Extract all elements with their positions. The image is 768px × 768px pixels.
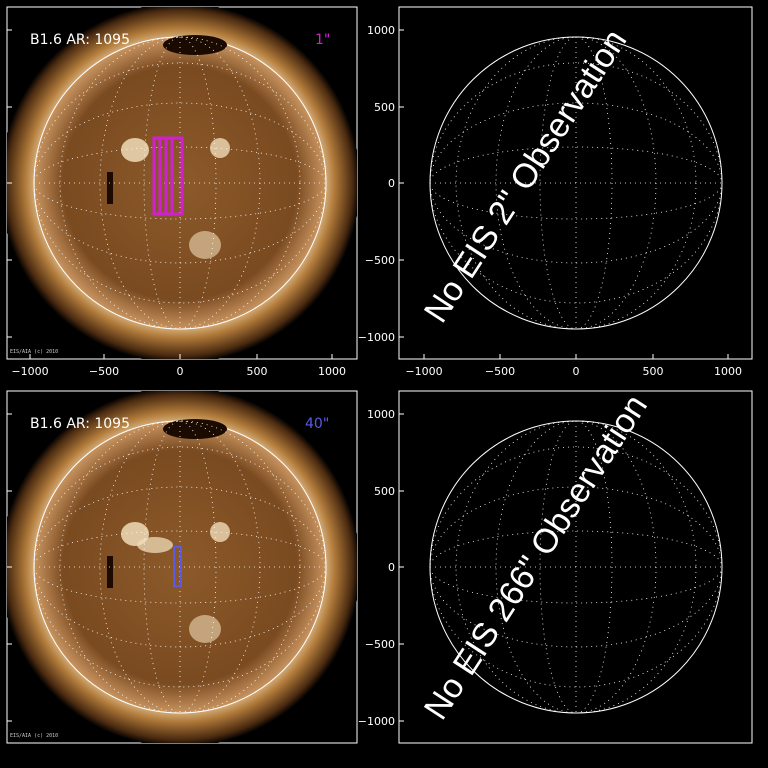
bright-region [137,537,173,553]
y-tick-label: 1000 [367,24,395,37]
x-axis-top-left: −1000 −500 0 500 1000 [11,365,346,378]
bright-region [121,138,149,162]
y-tick-label: 500 [374,485,395,498]
x-tick-label: 1000 [714,365,742,378]
slit-label: 1" [315,32,330,48]
y-tick-label: 500 [374,101,395,114]
y-tick-label: 1000 [367,408,395,421]
x-tick-label: 0 [573,365,580,378]
x-tick-label: −500 [485,365,515,378]
y-axis-bottom-right: 1000 500 0 −500 −1000 [358,408,395,728]
filament [107,172,113,204]
y-tick-label: −1000 [358,715,395,728]
bright-region [210,138,230,158]
lat-lon-grid [33,36,327,330]
panel-top-left: B1.6 AR: 1095 1" EIS/AIA (c) 2010 [6,6,358,360]
y-axis-top-right: 1000 500 0 −500 −1000 [358,24,395,344]
active-region-label: B1.6 AR: 1095 [30,32,130,48]
panel-bottom-right: No EIS 266" Observation [398,388,753,744]
coronal-hole [163,35,227,55]
panel-bottom-left: B1.6 AR: 1095 40" EIS/AIA (c) 2010 [6,390,358,744]
x-tick-label: 0 [177,365,184,378]
bright-region [210,522,230,542]
coronal-hole [163,419,227,439]
active-region-label: B1.6 AR: 1095 [30,416,130,432]
bright-region [189,231,221,259]
slit-raster [173,546,182,587]
y-tick-label: −500 [365,254,395,267]
x-tick-label: 1000 [318,365,346,378]
x-tick-label: −1000 [405,365,442,378]
y-tick-label: 0 [388,561,395,574]
credit-text: EIS/AIA (c) 2010 [10,349,58,355]
x-tick-label: −1000 [11,365,48,378]
panel-top-right: No EIS 2" Observation [398,6,753,360]
tick-marks [7,29,729,722]
x-axis-top-right: −1000 −500 0 500 1000 [405,365,742,378]
slit-label: 40" [305,416,329,432]
x-tick-label: 500 [643,365,664,378]
y-tick-label: −500 [365,638,395,651]
lat-lon-grid [429,420,723,714]
y-tick-label: −1000 [358,331,395,344]
x-tick-label: −500 [89,365,119,378]
slit-rasters [152,136,184,216]
x-tick-label: 500 [247,365,268,378]
y-tick-label: 0 [388,177,395,190]
credit-text: EIS/AIA (c) 2010 [10,733,58,739]
bright-region [189,615,221,643]
lat-lon-grid [429,36,723,330]
filament [107,556,113,588]
